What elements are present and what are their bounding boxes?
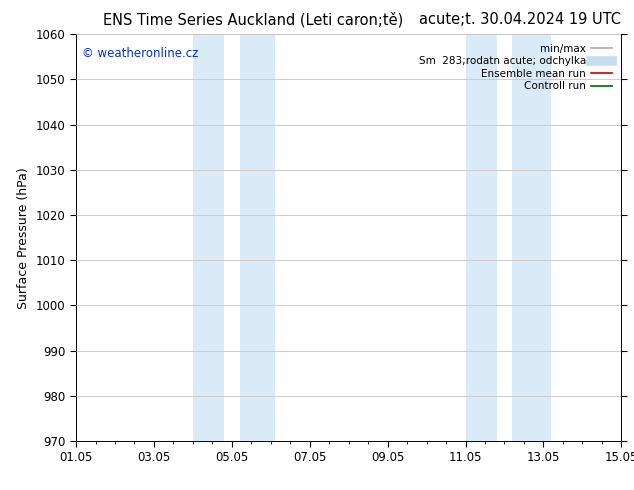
Text: © weatheronline.cz: © weatheronline.cz [82, 47, 198, 59]
Text: ENS Time Series Auckland (Leti caron;tě): ENS Time Series Auckland (Leti caron;tě) [103, 12, 404, 28]
Legend: min/max, Sm  283;rodatn acute; odchylka, Ensemble mean run, Controll run: min/max, Sm 283;rodatn acute; odchylka, … [415, 40, 616, 96]
Text: acute;t. 30.04.2024 19 UTC: acute;t. 30.04.2024 19 UTC [419, 12, 621, 27]
Bar [465, 34, 496, 441]
Bar [512, 34, 551, 441]
Bar [240, 34, 275, 441]
Y-axis label: Surface Pressure (hPa): Surface Pressure (hPa) [17, 167, 30, 309]
Bar [193, 34, 224, 441]
